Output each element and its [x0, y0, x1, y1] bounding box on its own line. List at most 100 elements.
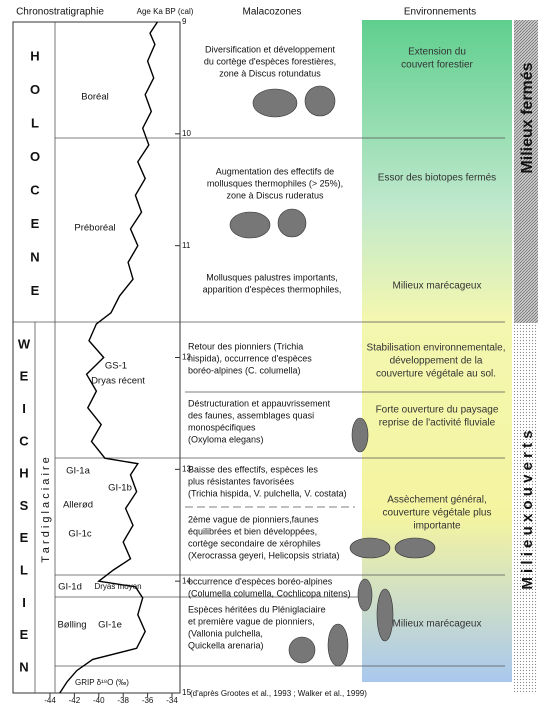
- malacozone-text: (Trichia hispida, V. pulchella, V. costa…: [188, 488, 347, 498]
- malacozone-text: Augmentation des effectifs de: [216, 166, 334, 176]
- milieux: M i l i e u x o u v e r t s: [519, 430, 536, 589]
- malacozone-text: apparition d'espèces thermophiles,: [203, 284, 342, 294]
- environment-text: Milieux marécageux: [393, 619, 482, 630]
- environment-band: [362, 20, 512, 682]
- stage: Dryas récent: [91, 376, 145, 387]
- period-letter: N: [30, 249, 39, 264]
- malacozone-text: (Xerocrassa geyeri, Helicopsis striata): [188, 550, 340, 560]
- stage: GI-1a: [66, 466, 90, 477]
- stage: Préboréal: [74, 223, 115, 234]
- d18o-tick-label: -40: [93, 696, 105, 705]
- period-letter: H: [19, 466, 28, 481]
- age-tick-label: 12: [182, 353, 191, 362]
- malacozone-text: Retour des pionniers (Trichia: [188, 341, 303, 351]
- malacozone-text: monospécifiques: [188, 422, 256, 432]
- period-letter: I: [22, 401, 26, 416]
- malacozone-text: (Columella columella, Cochlicopa nitens): [188, 588, 351, 598]
- malacozone-text: et première vague de pionniers,: [188, 616, 315, 626]
- d18o-tick-label: -38: [117, 696, 129, 705]
- period-letter: C: [30, 182, 40, 197]
- malacozone-text: 2ème vague de pionniers,faunes: [188, 514, 319, 524]
- period-letter: S: [20, 498, 29, 513]
- grip-curve: [59, 21, 158, 694]
- age-tick-label: 9: [182, 17, 187, 26]
- age-tick-label: 14: [182, 576, 191, 585]
- malacozone-text: du cortège d'espèces forestières,: [204, 56, 336, 66]
- age-tick-label: 10: [182, 129, 191, 138]
- environment-text: développement de la: [390, 356, 483, 367]
- closed-band: [514, 20, 538, 323]
- period-letter: E: [20, 369, 29, 384]
- stage: Boréal: [81, 92, 108, 103]
- malacozone-text: Diversification et développement: [205, 44, 336, 54]
- stage: GI-1d: [58, 582, 82, 593]
- age-tick-label: 13: [182, 464, 191, 473]
- environment-text: reprise de l'activité fluviale: [379, 418, 496, 429]
- period-letter: I: [22, 595, 26, 610]
- environment-text: Stabilisation environnementale,: [367, 343, 506, 354]
- malacozone-text: (Vallonia pulchella,: [188, 628, 263, 638]
- environment-text: Forte ouverture du paysage: [376, 405, 499, 416]
- period-letter: L: [20, 563, 28, 578]
- environment-text: Extension du: [408, 47, 466, 58]
- malacozone-text: cortège secondaire de xérophiles: [188, 538, 321, 548]
- period-letter: L: [31, 115, 39, 130]
- period-letter: E: [20, 530, 29, 545]
- period-letter: H: [30, 48, 39, 63]
- axis-label: Age Ka BP (cal): [137, 7, 194, 16]
- age-tick-label: 11: [182, 241, 191, 250]
- axis-label: GRIP δ¹⁸O (‰): [75, 678, 129, 687]
- malacozone-text: Quickella arenaria): [188, 640, 264, 650]
- environment-text: Essor des biotopes fermés: [378, 173, 496, 184]
- period-letter: E: [31, 216, 40, 231]
- period-letter: E: [20, 627, 29, 642]
- header: Chronostratigraphie: [16, 7, 104, 18]
- shells: [229, 85, 436, 667]
- malacozone-text: Espèces héritées du Pléniglaciaire: [188, 604, 326, 614]
- period-letter: W: [18, 336, 31, 351]
- source: (d'après Grootes et al., 1993 ; Walker e…: [190, 689, 367, 698]
- malacozone-text: hispida), occurrence d'espèces: [188, 353, 312, 363]
- stage: GI-1e: [98, 620, 122, 631]
- period-letter: O: [30, 149, 40, 164]
- environment-text: couverture végétale au sol.: [376, 369, 496, 380]
- stage: GI-1c: [68, 529, 91, 540]
- period-letter: E: [31, 283, 40, 298]
- stage: Dryas moyen: [94, 582, 141, 591]
- d18o-tick-label: -34: [166, 696, 178, 705]
- d18o-tick-label: -36: [142, 696, 154, 705]
- malacozone-text: Mollusques palustres importants,: [206, 272, 338, 282]
- header: Malacozones: [243, 7, 302, 18]
- environment-text: Milieux marécageux: [393, 281, 482, 292]
- malacozone-text: occurrence d'espèces boréo-alpines: [188, 576, 333, 586]
- header: Environnements: [404, 7, 476, 18]
- milieux: Milieux fermés: [519, 62, 536, 173]
- environment-text: couvert forestier: [401, 60, 473, 71]
- environment-text: couverture végétale plus: [383, 508, 492, 519]
- malacozone-text: plus résistantes favorisées: [188, 476, 295, 486]
- malacozone-text: (Oxyloma elegans): [188, 434, 264, 444]
- malacozone-text: des faunes, assemblages quasi: [188, 410, 314, 420]
- stage: Allerød: [63, 500, 93, 511]
- stage: GI-1b: [108, 483, 132, 494]
- d18o-tick-label: -44: [44, 696, 56, 705]
- malacozone-text: zone à Discus ruderatus: [226, 190, 324, 200]
- malacozone-text: Baisse des effectifs, espèces les: [188, 464, 318, 474]
- d18o-tick-label: -42: [69, 696, 81, 705]
- malacozone-text: boréo-alpines (C. columella): [188, 365, 301, 375]
- environment-text: importante: [413, 521, 461, 532]
- period-letter: O: [30, 82, 40, 97]
- malacozone-text: mollusques thermophiles (> 25%),: [207, 178, 343, 188]
- stage: Bølling: [57, 620, 86, 631]
- period-letter: N: [19, 659, 28, 674]
- period-letter: C: [19, 433, 29, 448]
- environment-text: Assèchement général,: [387, 495, 487, 506]
- malacozone-text: équilibrées et bien développées,: [188, 526, 317, 536]
- malacozone-text: zone à Discus rotundatus: [219, 68, 321, 78]
- open-band: [514, 323, 538, 693]
- stage: GS-1: [105, 361, 127, 372]
- malacozone-text: Déstructuration et appauvrissement: [188, 398, 331, 408]
- substage: T a r d i g l a c i a i r e: [40, 457, 52, 563]
- age-tick-label: 15: [182, 688, 191, 697]
